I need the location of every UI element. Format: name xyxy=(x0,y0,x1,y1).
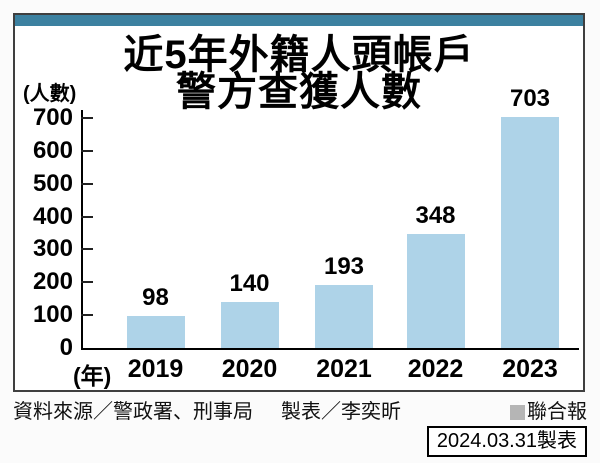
chart-panel: 近5年外籍人頭帳戶 警方查獲人數 (人數) 0 100 200 300 400 500 60… xyxy=(13,13,585,392)
y-tick-700 xyxy=(81,117,93,119)
y-axis-label-700: 700 xyxy=(32,104,73,131)
y-axis-label-300: 300 xyxy=(32,235,73,263)
value-label-2019: 98 xyxy=(142,283,169,311)
x-axis-label-2019: 2019 xyxy=(127,355,184,383)
date-note-box: 2024.03.31製表 xyxy=(426,426,587,457)
y-tick-600 xyxy=(81,149,93,152)
y-axis-label-600: 600 xyxy=(32,136,73,164)
brand-square-icon xyxy=(510,404,525,420)
chart-title-line1: 近5年外籍人頭帳戶 xyxy=(123,33,475,77)
value-label-2020: 140 xyxy=(229,270,270,297)
y-tick-100 xyxy=(81,314,93,317)
x-axis-label-2021: 2021 xyxy=(316,355,372,383)
x-axis-label-2022: 2022 xyxy=(407,355,464,383)
y-tick-200 xyxy=(81,281,93,284)
brand-name: 聯合報 xyxy=(527,401,587,423)
y-tick-400 xyxy=(81,215,93,218)
footer-row: 資料來源／警政署、刑事局 製表／李奕昕 聯合報 xyxy=(13,401,587,423)
bar-2023 xyxy=(501,117,559,348)
y-axis-label-200: 200 xyxy=(32,268,73,296)
header-strip xyxy=(15,15,583,26)
y-axis-label-0: 0 xyxy=(59,334,73,361)
y-axis-label-500: 500 xyxy=(32,169,73,197)
value-label-2023: 703 xyxy=(509,85,551,112)
bar-2021 xyxy=(315,284,373,348)
chart-title-line2: 警方查獲人數 xyxy=(176,70,422,114)
bar-2022 xyxy=(406,233,465,348)
x-axis-label-2023: 2023 xyxy=(502,355,558,383)
x-axis-line xyxy=(81,348,579,350)
x-axis-unit-label: (年) xyxy=(73,363,112,389)
x-axis-label-2020: 2020 xyxy=(221,355,278,383)
bar-2019 xyxy=(126,315,185,348)
source-text: 資料來源／警政署、刑事局 xyxy=(13,401,253,423)
y-axis-line xyxy=(81,110,83,350)
chart-title: 近5年外籍人頭帳戶 警方查獲人數 xyxy=(15,33,583,114)
y-tick-500 xyxy=(81,182,93,185)
y-axis-label-400: 400 xyxy=(32,202,73,230)
brand: 聯合報 xyxy=(510,401,587,423)
y-axis-unit-label: (人數) xyxy=(23,83,77,105)
y-axis-label-100: 100 xyxy=(32,301,73,329)
bar-2020 xyxy=(220,302,279,348)
value-label-2022: 348 xyxy=(415,201,456,229)
value-label-2021: 193 xyxy=(323,252,365,280)
y-tick-300 xyxy=(81,248,93,251)
credit-text: 製表／李奕昕 xyxy=(281,401,401,423)
